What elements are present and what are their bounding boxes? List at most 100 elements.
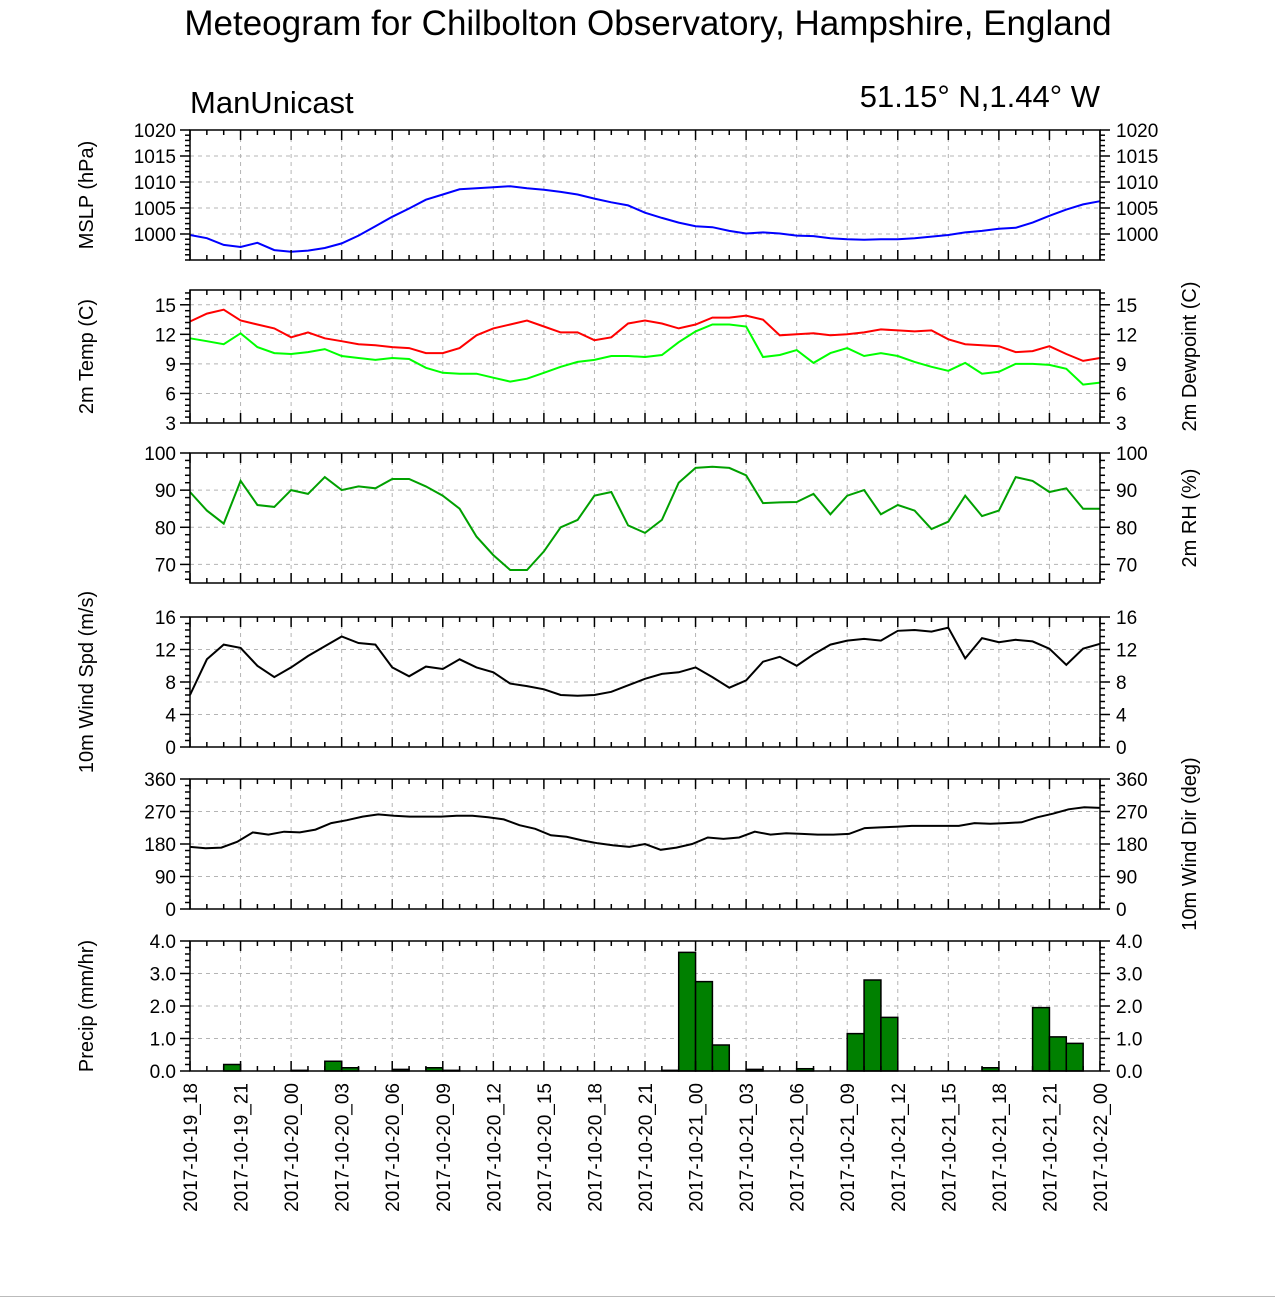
window-bottom-border xyxy=(0,1296,1275,1297)
precip-bar xyxy=(711,1044,731,1072)
panel-0: 1000 1000 1005 1005 1010 1010 1015 1015 1020 1020… xyxy=(76,121,1158,261)
series-line-1-0 xyxy=(189,308,1101,362)
x-tick-label: 2017-10-20_21 xyxy=(636,1083,657,1212)
y-tick-label-right: 16 xyxy=(1116,608,1137,629)
y-tick-label-left: 90 xyxy=(155,868,176,889)
y-tick-label-left: 12 xyxy=(155,641,176,662)
y-tick-label-right: 4 xyxy=(1116,706,1127,727)
y-tick-label-left: 100 xyxy=(144,444,176,465)
location-coordinates: 51.15° N,1.44° W xyxy=(860,79,1101,114)
x-tick-label: 2017-10-21_09 xyxy=(838,1083,859,1212)
y-tick-label-left: 1.0 xyxy=(150,1030,176,1051)
x-tick-label: 2017-10-21_00 xyxy=(687,1083,708,1212)
y-axis-label-right: 10m Wind Dir (deg) xyxy=(1179,757,1201,930)
y-tick-label-left: 270 xyxy=(144,803,176,824)
y-tick-label-left: 1005 xyxy=(134,199,176,220)
y-tick-label-right: 6 xyxy=(1116,384,1127,405)
y-tick-label-right: 90 xyxy=(1116,481,1137,502)
y-tick-label-right: 0.0 xyxy=(1116,1062,1142,1083)
precip-bar xyxy=(677,951,697,1072)
precip-bar xyxy=(1048,1036,1068,1072)
precip-bar xyxy=(880,1016,899,1072)
y-tick-label-left: 1020 xyxy=(134,121,176,142)
y-tick-label-right: 4.0 xyxy=(1116,932,1142,953)
y-tick-label-right: 1005 xyxy=(1116,199,1158,220)
x-tick-label: 2017-10-19_18 xyxy=(181,1083,202,1212)
y-tick-label-right: 8 xyxy=(1116,673,1127,694)
y-tick-label-left: 16 xyxy=(155,608,176,629)
y-tick-label-right: 1000 xyxy=(1116,225,1158,246)
x-tick-label: 2017-10-21_06 xyxy=(788,1083,809,1212)
y-tick-label-left: 80 xyxy=(155,518,176,539)
y-tick-label-left: 0.0 xyxy=(150,1062,176,1083)
y-tick-label-right: 1020 xyxy=(1116,121,1158,142)
y-axis-label-right: 2m RH (%) xyxy=(1179,469,1201,568)
panel-2: 70 70 80 80 90 90 100 100 2m RH (%) xyxy=(144,444,1201,584)
y-tick-label-left: 0 xyxy=(165,738,176,759)
y-axis-label-left: Precip (mm/hr) xyxy=(76,940,98,1072)
y-axis-label-left: MSLP (hPa) xyxy=(76,141,98,250)
precip-bar xyxy=(1065,1042,1084,1072)
precip-bar xyxy=(222,1063,242,1072)
y-tick-label-left: 1010 xyxy=(134,173,176,194)
series-line-3-0 xyxy=(189,626,1101,697)
x-tick-label: 2017-10-19_21 xyxy=(232,1083,253,1212)
y-tick-label-left: 4.0 xyxy=(150,932,176,953)
x-tick-label: 2017-10-20_00 xyxy=(282,1083,303,1212)
precip-bar xyxy=(863,979,882,1072)
y-tick-label-right: 15 xyxy=(1116,296,1137,317)
y-tick-label-right: 0 xyxy=(1116,900,1127,921)
y-tick-label-left: 3 xyxy=(165,414,176,435)
x-tick-label: 2017-10-21_12 xyxy=(889,1083,910,1212)
precip-bar xyxy=(694,980,714,1072)
y-tick-label-right: 1.0 xyxy=(1116,1030,1142,1051)
y-tick-label-right: 70 xyxy=(1116,555,1137,576)
x-tick-label: 2017-10-21_15 xyxy=(939,1083,960,1212)
panel-3: 0 0 4 4 8 8 12 12 16 16 10m Wind Spd (m/s) xyxy=(76,591,1137,773)
y-tick-label-right: 100 xyxy=(1116,444,1148,465)
y-tick-label-right: 9 xyxy=(1116,355,1127,376)
x-tick-label: 2017-10-22_00 xyxy=(1091,1083,1112,1212)
y-tick-label-right: 12 xyxy=(1116,641,1137,662)
y-tick-label-left: 180 xyxy=(144,835,176,856)
y-tick-label-left: 2.0 xyxy=(150,997,176,1018)
y-tick-label-right: 360 xyxy=(1116,770,1148,791)
y-tick-label-left: 0 xyxy=(165,900,176,921)
x-tick-label: 2017-10-21_21 xyxy=(1040,1083,1061,1212)
y-axis-label-left: 10m Wind Spd (m/s) xyxy=(76,591,98,773)
precip-bar xyxy=(1031,1006,1051,1072)
y-tick-label-left: 70 xyxy=(155,555,176,576)
series-line-4-0 xyxy=(189,806,1101,851)
y-tick-label-left: 90 xyxy=(155,481,176,502)
y-tick-label-right: 0 xyxy=(1116,738,1127,759)
y-tick-label-left: 360 xyxy=(144,770,176,791)
panel-4: 0 0 90 90 180 180 270 270 360 360 10m Wind Dir (de… xyxy=(144,757,1201,930)
x-tick-label: 2017-10-20_09 xyxy=(434,1083,455,1212)
y-tick-label-right: 90 xyxy=(1116,868,1137,889)
y-tick-label-left: 1000 xyxy=(134,225,176,246)
y-tick-label-left: 4 xyxy=(165,706,176,727)
y-tick-label-right: 2.0 xyxy=(1116,997,1142,1018)
panel-1: 3 3 6 6 9 9 12 12 15 15 2m Temp (C) 2m Dewpoint (C) xyxy=(76,281,1201,435)
y-axis-label-right: 2m Dewpoint (C) xyxy=(1179,281,1201,431)
series-line-0-0 xyxy=(189,185,1101,253)
y-tick-label-right: 270 xyxy=(1116,803,1148,824)
y-tick-label-right: 1010 xyxy=(1116,173,1158,194)
y-tick-label-left: 9 xyxy=(165,355,176,376)
x-tick-label: 2017-10-20_15 xyxy=(535,1083,556,1212)
x-tick-label: 2017-10-21_18 xyxy=(990,1083,1011,1212)
y-tick-label-left: 3.0 xyxy=(150,965,176,986)
y-tick-label-left: 12 xyxy=(155,325,176,346)
panel-5: 0.0 0.0 1.0 1.0 2.0 2.0 3.0 3.0 4.0 4.0 Precip (mm… xyxy=(76,932,1142,1083)
y-tick-label-left: 6 xyxy=(165,384,176,405)
series-line-1-1 xyxy=(189,323,1101,386)
chart-title: Meteogram for Chilbolton Observatory, Ha… xyxy=(184,4,1111,43)
y-tick-label-right: 180 xyxy=(1116,835,1148,856)
y-tick-label-right: 3.0 xyxy=(1116,965,1142,986)
x-tick-label: 2017-10-20_12 xyxy=(484,1083,505,1212)
x-tick-label: 2017-10-21_03 xyxy=(737,1083,758,1212)
y-tick-label-left: 8 xyxy=(165,673,176,694)
y-tick-label-right: 80 xyxy=(1116,518,1137,539)
